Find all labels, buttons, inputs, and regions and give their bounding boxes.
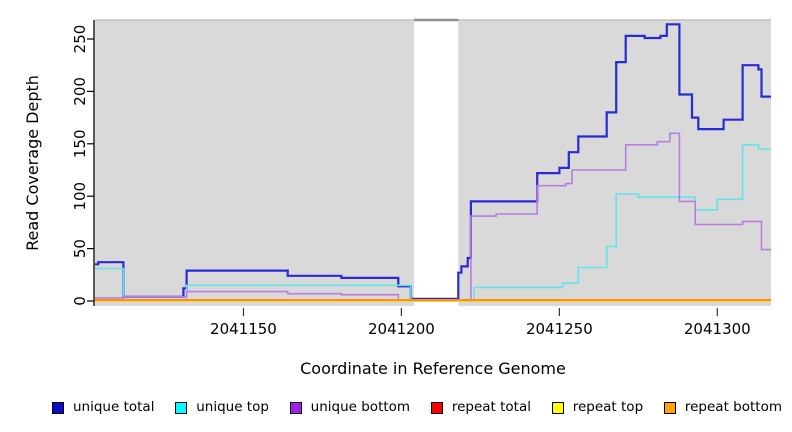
legend-swatch-repeat-bottom-icon bbox=[663, 402, 676, 414]
y-tick-label: 200 bbox=[71, 77, 89, 106]
x-tick-label: 2041150 bbox=[210, 320, 277, 338]
series-line-unique-top bbox=[95, 144, 771, 302]
x-tick-label: 2041200 bbox=[368, 320, 435, 338]
legend-item-repeat-bottom: repeat bottom bbox=[663, 399, 782, 416]
x-tick-label: 2041300 bbox=[684, 320, 751, 338]
legend-swatch-unique-total-icon bbox=[52, 402, 64, 414]
legend-label-unique-top: unique top bbox=[196, 399, 269, 416]
y-axis-title: Read Coverage Depth bbox=[23, 75, 42, 251]
y-tick-label: 0 bbox=[71, 296, 89, 306]
legend-label-repeat-total: repeat total bbox=[451, 399, 531, 416]
legend-item-unique-top: unique top bbox=[175, 401, 269, 415]
series-line-unique-total bbox=[95, 23, 771, 300]
legend-item-repeat-top: repeat top bbox=[551, 399, 644, 416]
legend-swatch-repeat-total-icon bbox=[430, 402, 443, 414]
legend-item-unique-bottom: unique bottom bbox=[289, 399, 411, 416]
x-tick-label: 2041250 bbox=[526, 320, 593, 338]
masked-gap-region bbox=[414, 20, 459, 306]
legend: unique total unique top unique bottom re… bbox=[52, 397, 782, 419]
y-tick-label: 100 bbox=[71, 182, 89, 211]
plot-area: 0 50 100 150 200 250 2041150 2041200 2041250 2041… bbox=[71, 18, 771, 338]
coverage-chart-canvas: 0 50 100 150 200 250 2041150 2041200 2041250 2041… bbox=[23, 18, 771, 378]
y-tick-label: 250 bbox=[71, 25, 89, 54]
x-axis-title: Coordinate in Reference Genome bbox=[300, 359, 566, 378]
series-line-unique-bottom bbox=[95, 132, 771, 302]
legend-label-unique-bottom: unique bottom bbox=[310, 399, 411, 416]
legend-swatch-repeat-top-icon bbox=[551, 402, 564, 414]
y-tick-label: 50 bbox=[71, 239, 89, 258]
legend-item-unique-total: unique total bbox=[52, 401, 154, 415]
legend-label-unique-total: unique total bbox=[73, 399, 155, 416]
legend-label-repeat-bottom: repeat bottom bbox=[684, 399, 782, 416]
legend-label-repeat-top: repeat top bbox=[572, 399, 644, 416]
legend-item-repeat-total: repeat total bbox=[430, 399, 531, 416]
y-tick-label: 150 bbox=[71, 129, 89, 158]
legend-swatch-unique-bottom-icon bbox=[289, 402, 302, 414]
legend-swatch-unique-top-icon bbox=[175, 402, 188, 414]
